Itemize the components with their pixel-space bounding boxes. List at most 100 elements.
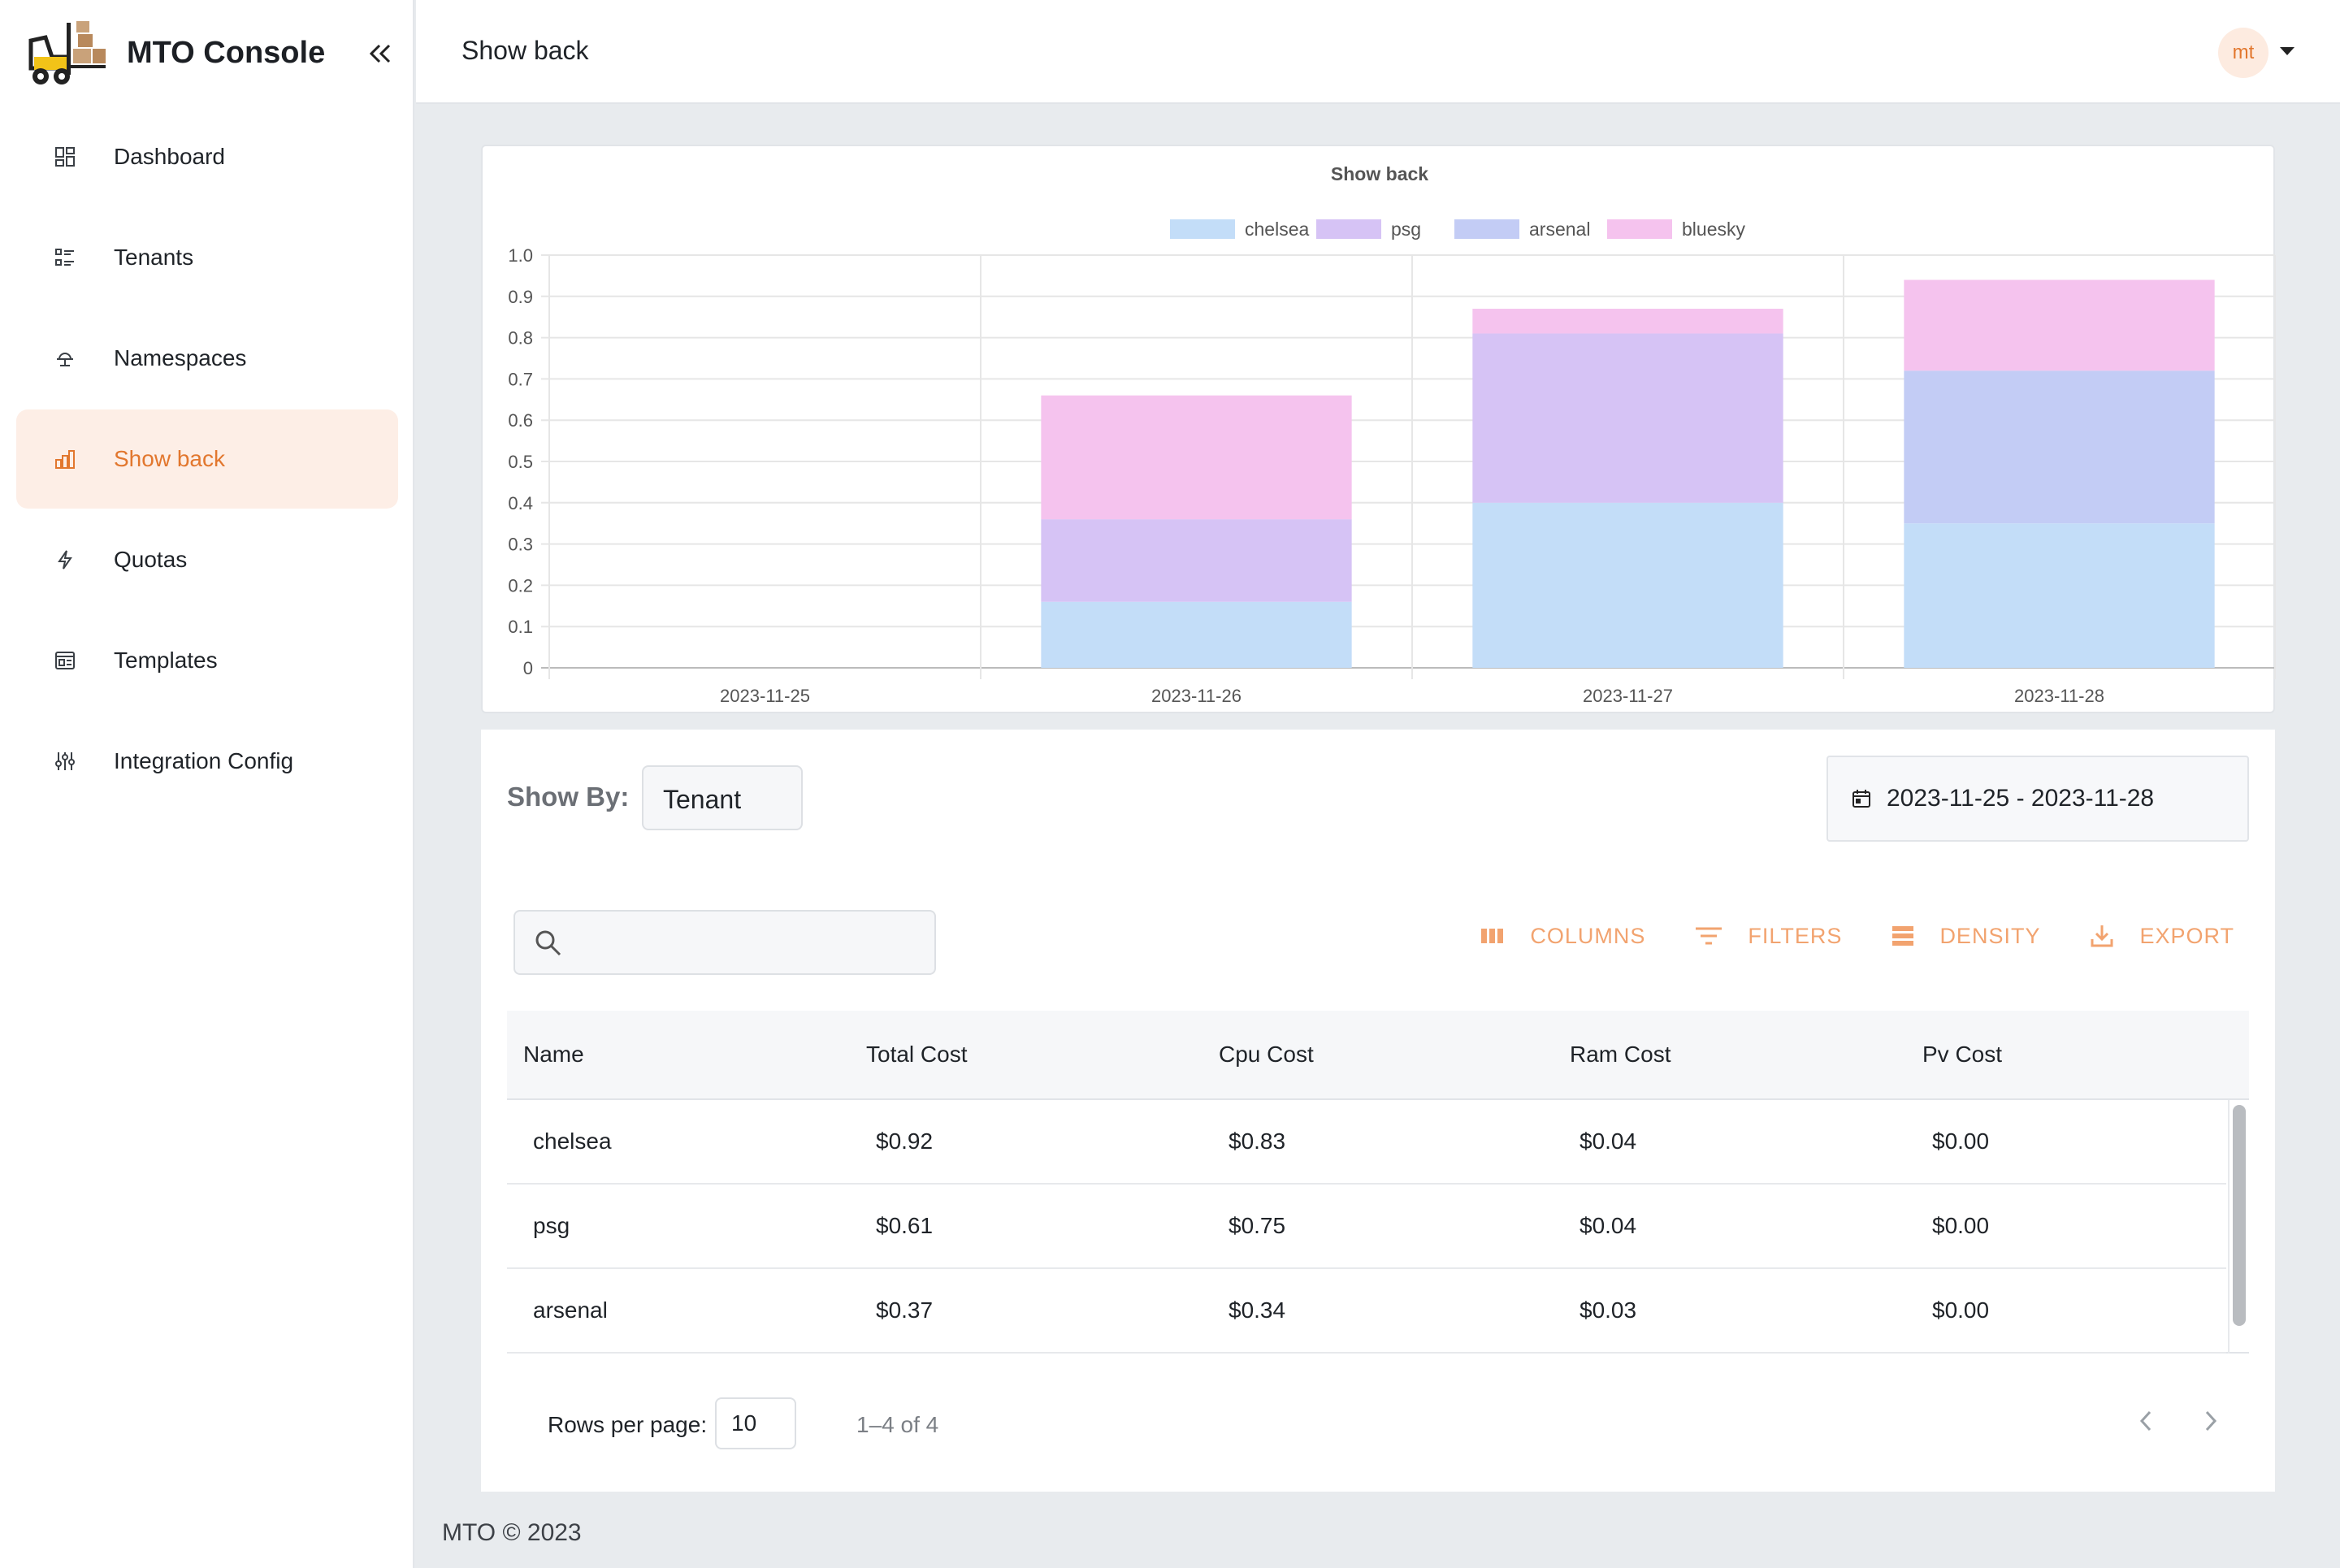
sidebar-item-templates[interactable]: Templates — [16, 611, 398, 710]
column-header-pv-cost[interactable]: Pv Cost — [1922, 1042, 2003, 1067]
column-header-cpu-cost[interactable]: Cpu Cost — [1219, 1042, 1314, 1067]
cell-total-cost: $0.92 — [876, 1128, 934, 1154]
table-row[interactable]: arsenal $0.37 $0.34 $0.03 $0.00 — [507, 1269, 2226, 1354]
sidebar-item-show-back[interactable]: Show back — [16, 409, 398, 509]
sidebar-item-namespaces[interactable]: Namespaces — [16, 309, 398, 408]
legend-swatch-chelsea — [1170, 219, 1235, 239]
columns-icon — [1481, 929, 1504, 943]
brand: MTO Console — [24, 16, 398, 89]
grid-body: chelsea $0.92 $0.83 $0.04 $0.00 psg $0.6… — [507, 1100, 2249, 1354]
sidebar-item-label: Templates — [114, 648, 218, 673]
chart-title: Show back — [1331, 163, 1428, 184]
x-tick-label: 2023-11-26 — [1151, 686, 1242, 706]
pagination-range: 1–4 of 4 — [856, 1412, 939, 1437]
bar-arsenal-2023-11-28 — [1904, 370, 2215, 524]
rows-per-page-label: Rows per page: — [548, 1412, 708, 1437]
sidebar-item-label: Tenants — [114, 245, 194, 270]
cell-ram-cost: $0.03 — [1580, 1297, 1637, 1323]
legend-label-bluesky: bluesky — [1682, 219, 1745, 240]
sidebar-item-tenants[interactable]: Tenants — [16, 208, 398, 307]
avatar[interactable]: mt — [2218, 28, 2268, 78]
y-tick-label: 0 — [523, 658, 533, 678]
show-by-label: Show By: — [507, 782, 630, 812]
y-tick-label: 0.2 — [508, 575, 533, 596]
vertical-scrollbar[interactable] — [2233, 1105, 2246, 1326]
collapse-sidebar-button[interactable] — [362, 36, 398, 71]
top-header: Show back mt — [416, 0, 2340, 104]
columns-button[interactable]: COLUMNS — [1480, 923, 1645, 949]
cell-pv-cost: $0.00 — [1932, 1213, 1990, 1238]
legend-swatch-arsenal — [1454, 219, 1519, 239]
sidebar-item-label: Show back — [114, 446, 225, 471]
sidebar-nav: Dashboard Tenants Namespaces Show back Q… — [16, 107, 398, 812]
forklift-logo-icon — [24, 16, 109, 89]
lightning-icon — [16, 548, 114, 571]
cell-name: psg — [533, 1213, 570, 1238]
column-header-total-cost[interactable]: Total Cost — [866, 1042, 968, 1067]
y-tick-label: 0.3 — [508, 535, 533, 555]
bar-chelsea-2023-11-27 — [1472, 502, 1783, 668]
export-label: EXPORT — [2139, 923, 2234, 948]
data-grid: Name Total Cost Cpu Cost Ram Cost Pv Cos… — [507, 1011, 2249, 1355]
column-header-ram-cost[interactable]: Ram Cost — [1570, 1042, 1671, 1067]
caret-down-icon[interactable] — [2280, 47, 2294, 55]
table-row[interactable]: psg $0.61 $0.75 $0.04 $0.00 — [507, 1185, 2226, 1269]
chevron-right-icon[interactable] — [2199, 1407, 2223, 1439]
pagination: Rows per page: 10 1–4 of 4 — [507, 1389, 2249, 1454]
sidebar-item-label: Quotas — [114, 547, 188, 572]
cell-name: chelsea — [533, 1128, 612, 1154]
stacked-bar-chart: Show back chelsea psg arsenal bluesky 0 0.1 0.2… — [508, 163, 2276, 706]
cell-ram-cost: $0.04 — [1580, 1213, 1637, 1238]
table-row[interactable]: chelsea $0.92 $0.83 $0.04 $0.00 — [507, 1100, 2226, 1185]
date-range-picker[interactable]: 2023-11-25 - 2023-11-28 — [1826, 756, 2249, 842]
bar-chelsea-2023-11-26 — [1041, 601, 1352, 668]
search-box[interactable] — [514, 910, 936, 975]
rows-per-page-select[interactable]: 10 — [715, 1397, 796, 1449]
legend-label-arsenal: arsenal — [1529, 219, 1590, 240]
sliders-icon — [16, 750, 114, 773]
sidebar: MTO Console Dashboard Tenants Namespaces — [0, 0, 414, 1568]
chevron-left-icon[interactable] — [2134, 1407, 2158, 1439]
scroll-track — [2228, 1100, 2249, 1354]
cell-cpu-cost: $0.75 — [1228, 1213, 1286, 1238]
y-tick-label: 0.6 — [508, 410, 533, 431]
sidebar-item-quotas[interactable]: Quotas — [16, 510, 398, 609]
sidebar-item-dashboard[interactable]: Dashboard — [16, 107, 398, 206]
dashboard-icon — [16, 145, 114, 168]
y-tick-label: 0.7 — [508, 369, 533, 389]
column-header-name[interactable]: Name — [523, 1042, 584, 1067]
sidebar-item-label: Dashboard — [114, 144, 225, 169]
legend-label-chelsea: chelsea — [1245, 219, 1309, 240]
legend-swatch-bluesky — [1607, 219, 1672, 239]
filters-label: FILTERS — [1748, 923, 1843, 948]
app-title: MTO Console — [127, 35, 326, 70]
page-title: Show back — [462, 36, 589, 65]
bar-bluesky-2023-11-26 — [1041, 395, 1352, 520]
y-tick-label: 0.4 — [508, 493, 533, 513]
cell-pv-cost: $0.00 — [1932, 1297, 1990, 1323]
sidebar-item-label: Namespaces — [114, 345, 247, 370]
bar-bluesky-2023-11-27 — [1472, 309, 1783, 334]
export-button[interactable]: EXPORT — [2089, 923, 2234, 949]
filter-icon — [1696, 927, 1722, 945]
cell-cpu-cost: $0.83 — [1228, 1128, 1286, 1154]
bar-bluesky-2023-11-28 — [1904, 279, 2215, 371]
columns-label: COLUMNS — [1530, 923, 1646, 948]
footer-text: MTO © 2023 — [442, 1519, 582, 1546]
bar-chart-icon — [16, 448, 114, 470]
cell-ram-cost: $0.04 — [1580, 1128, 1637, 1154]
density-button[interactable]: DENSITY — [1891, 923, 2040, 949]
show-by-select[interactable]: Tenant — [642, 765, 803, 830]
search-input[interactable] — [577, 923, 918, 964]
filters-button[interactable]: FILTERS — [1694, 923, 1842, 949]
sidebar-item-integration-config[interactable]: Integration Config — [16, 712, 398, 811]
cell-total-cost: $0.37 — [876, 1297, 934, 1323]
list-icon — [16, 246, 114, 269]
x-tick-label: 2023-11-25 — [720, 686, 810, 706]
bar-psg-2023-11-27 — [1472, 333, 1783, 503]
legend-label-psg: psg — [1391, 219, 1421, 240]
cell-cpu-cost: $0.34 — [1228, 1297, 1286, 1323]
bar-chelsea-2023-11-28 — [1904, 523, 2215, 668]
grid-header: Name Total Cost Cpu Cost Ram Cost Pv Cos… — [507, 1011, 2249, 1100]
cell-name: arsenal — [533, 1297, 608, 1323]
